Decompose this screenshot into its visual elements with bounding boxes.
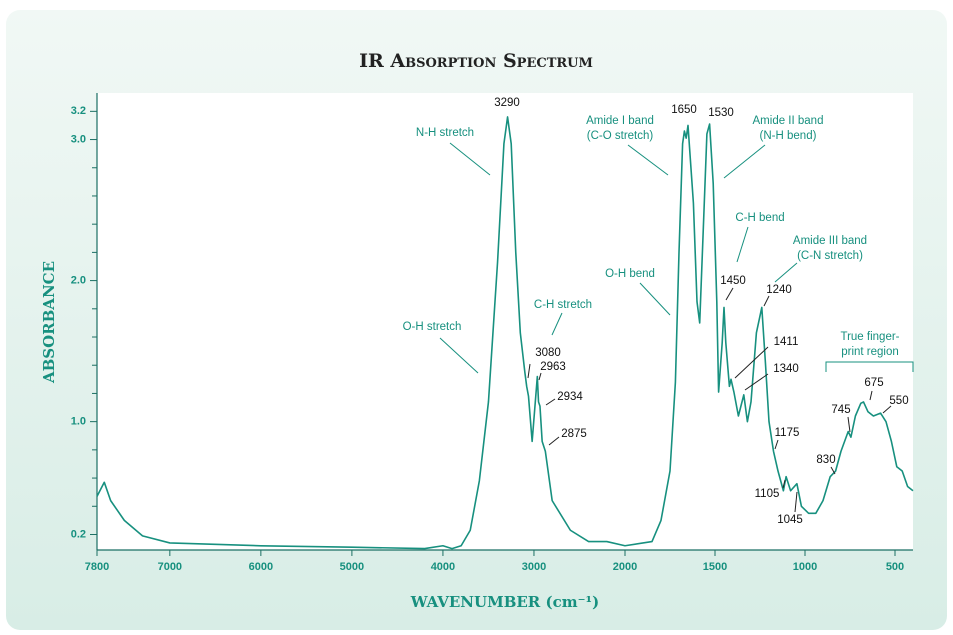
peak-leader xyxy=(882,405,892,414)
y-tick-label: 3.0 xyxy=(71,133,86,145)
spectrum-line xyxy=(96,116,914,550)
band-label: (N-H bend) xyxy=(760,130,817,142)
band-leader xyxy=(449,142,491,176)
band-label: Amide I band xyxy=(586,115,654,127)
peak-leader xyxy=(830,466,836,475)
x-tick-label: 4000 xyxy=(431,561,455,573)
y-tick-label: 2.0 xyxy=(71,275,86,287)
band-leader xyxy=(627,144,669,176)
peak-leader xyxy=(782,479,786,489)
peak-label: 1105 xyxy=(755,488,780,500)
peak-leader xyxy=(734,346,769,379)
band-label: (C-O stretch) xyxy=(587,130,654,142)
peak-leader xyxy=(545,398,556,406)
peak-leader xyxy=(538,372,542,381)
peak-label: 1340 xyxy=(773,363,799,375)
peak-label: 1175 xyxy=(775,427,800,439)
peak-label: 1530 xyxy=(708,107,734,119)
peak-label: 675 xyxy=(864,377,883,389)
peak-label: 550 xyxy=(889,395,908,407)
peak-leader xyxy=(744,373,769,391)
peak-label: 1411 xyxy=(774,336,799,348)
band-leader xyxy=(736,226,749,263)
peak-label: 2963 xyxy=(540,361,566,373)
band-leader xyxy=(551,312,563,336)
band-label: Amide II band xyxy=(753,115,824,127)
x-tick-label: 500 xyxy=(886,561,904,573)
band-label: C-H stretch xyxy=(534,299,592,311)
peak-leader xyxy=(548,436,560,446)
x-tick-label: 1500 xyxy=(703,561,727,573)
region-bracket xyxy=(825,361,914,372)
x-tick-label: 1000 xyxy=(793,561,817,573)
plot-area xyxy=(97,93,913,550)
peak-label: 1450 xyxy=(720,275,746,287)
y-tick-label: 1.0 xyxy=(71,416,86,428)
band-label: (C-N stretch) xyxy=(797,250,863,262)
band-leader xyxy=(439,337,479,374)
y-tick-label: 0.2 xyxy=(71,528,86,540)
band-leader xyxy=(723,144,766,179)
peak-leader xyxy=(763,295,770,307)
peak-label: 745 xyxy=(831,404,850,416)
x-tick-label: 3000 xyxy=(522,561,546,573)
peak-leader xyxy=(527,363,531,379)
peak-leader xyxy=(869,390,873,401)
peak-label: 2934 xyxy=(557,391,583,403)
band-label: O-H stretch xyxy=(403,321,462,333)
x-tick-label: 7000 xyxy=(158,561,182,573)
band-label: True finger- xyxy=(840,331,899,343)
peak-label: 1045 xyxy=(777,514,803,526)
band-label: C-H bend xyxy=(735,212,784,224)
band-leader xyxy=(639,282,671,316)
band-label: Amide III band xyxy=(793,235,867,247)
peak-label: 2875 xyxy=(561,428,587,440)
band-leader xyxy=(774,262,798,283)
x-tick-label: 5000 xyxy=(340,561,364,573)
peak-label: 1240 xyxy=(766,284,792,296)
band-label: O-H bend xyxy=(605,268,655,280)
peak-label: 1650 xyxy=(671,104,697,116)
y-tick-label: 3.2 xyxy=(71,105,86,117)
peak-leader xyxy=(725,287,734,301)
peak-label: 3290 xyxy=(494,97,520,109)
peak-leader xyxy=(774,439,779,450)
peak-leader xyxy=(847,416,851,433)
chart-title: IR Absorption Spectrum xyxy=(359,50,593,72)
peak-label: 830 xyxy=(816,454,835,466)
peak-label: 3080 xyxy=(535,347,561,359)
y-axis-label: ABSORBANCE xyxy=(40,261,58,384)
band-label: print region xyxy=(841,346,899,358)
peak-leader xyxy=(794,491,798,513)
x-axis-label: WAVENUMBER (cm⁻¹) xyxy=(410,593,599,611)
x-tick-label: 6000 xyxy=(249,561,273,573)
x-tick-label: 7800 xyxy=(85,561,109,573)
band-label: N-H stretch xyxy=(416,127,474,139)
x-tick-label: 2000 xyxy=(613,561,637,573)
